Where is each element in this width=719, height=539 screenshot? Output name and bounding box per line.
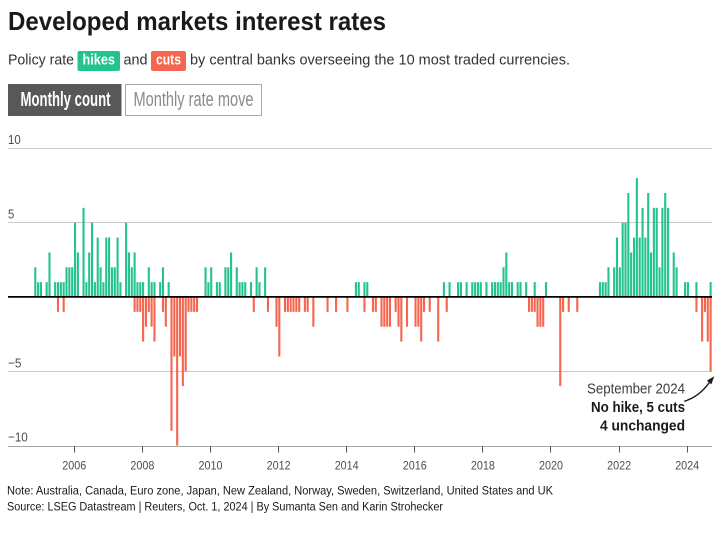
svg-text:Policy rate: Policy rate [8,53,74,69]
svg-text:2020: 2020 [539,460,563,473]
svg-text:and: and [124,53,148,69]
svg-text:5: 5 [8,207,14,222]
svg-text:4 unchanged: 4 unchanged [600,418,685,435]
svg-text:Developed markets interest rat: Developed markets interest rates [8,6,386,36]
svg-text:by central banks overseeing th: by central banks overseeing the 10 most … [190,53,570,69]
svg-text:cuts: cuts [156,53,181,69]
svg-text:2010: 2010 [199,460,223,473]
svg-text:10: 10 [8,132,21,147]
svg-text:Monthly count: Monthly count [21,89,111,111]
svg-text:2018: 2018 [471,460,495,473]
svg-text:Source: LSEG Datastream | Reut: Source: LSEG Datastream | Reuters, Oct. … [7,500,443,514]
svg-text:No hike, 5 cuts: No hike, 5 cuts [591,399,685,416]
svg-text:September 2024: September 2024 [587,381,685,398]
svg-text:hikes: hikes [83,53,116,69]
svg-text:Note: Australia, Canada, Euro: Note: Australia, Canada, Euro zone, Japa… [7,484,553,498]
svg-text:2006: 2006 [62,460,86,473]
svg-text:2024: 2024 [675,460,700,473]
svg-text:2016: 2016 [403,460,427,473]
svg-text:2014: 2014 [335,460,360,473]
svg-text:2022: 2022 [607,460,631,473]
svg-text:2012: 2012 [267,460,291,473]
svg-text:Monthly rate move: Monthly rate move [134,89,254,111]
svg-text:−10: −10 [8,430,28,445]
svg-text:2008: 2008 [130,460,154,473]
svg-text:−5: −5 [8,356,21,371]
